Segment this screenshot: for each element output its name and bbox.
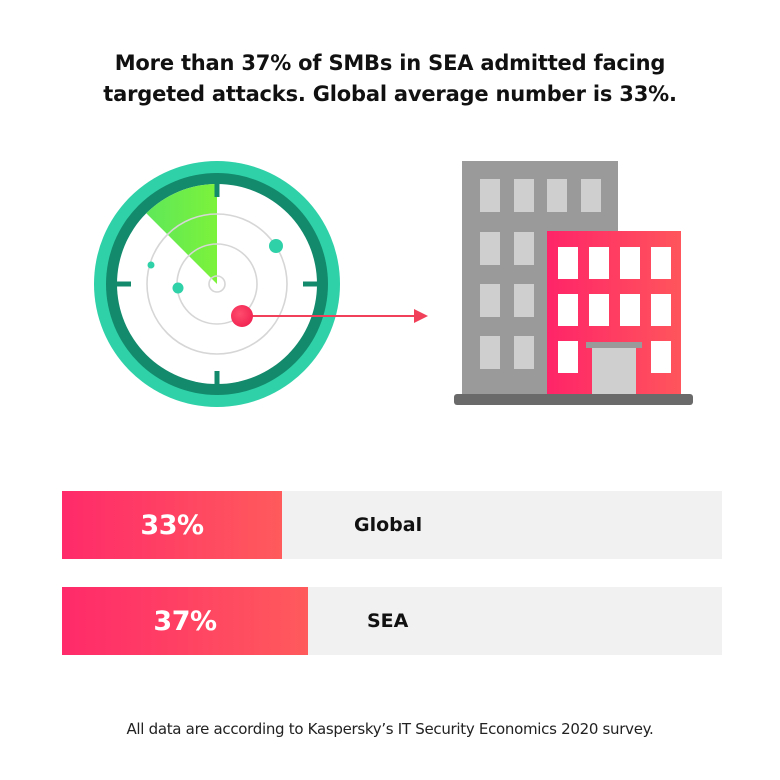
- bar-value-sea: 37%: [153, 605, 217, 637]
- arrow-right-icon: [231, 305, 428, 327]
- source-note: All data are according to Kaspersky’s IT…: [126, 720, 654, 738]
- headline-line-1: More than 37% of SMBs in SEA admitted fa…: [114, 51, 666, 75]
- bar-fill-sea: 37%: [62, 587, 308, 655]
- bar-fill-global: 33%: [62, 491, 282, 559]
- bar-label-sea: SEA: [367, 610, 409, 632]
- headline: More than 37% of SMBs in SEA admitted fa…: [0, 48, 780, 110]
- bar-global: 33% Global: [62, 491, 722, 559]
- radar-icon: [94, 161, 340, 407]
- bar-label-global: Global: [354, 514, 423, 536]
- bar-sea: 37% SEA: [62, 587, 722, 655]
- office-building-icon: [454, 161, 693, 405]
- bar-value-global: 33%: [140, 509, 204, 541]
- headline-line-2: targeted attacks. Global average number …: [103, 82, 677, 106]
- illustration: [94, 161, 693, 407]
